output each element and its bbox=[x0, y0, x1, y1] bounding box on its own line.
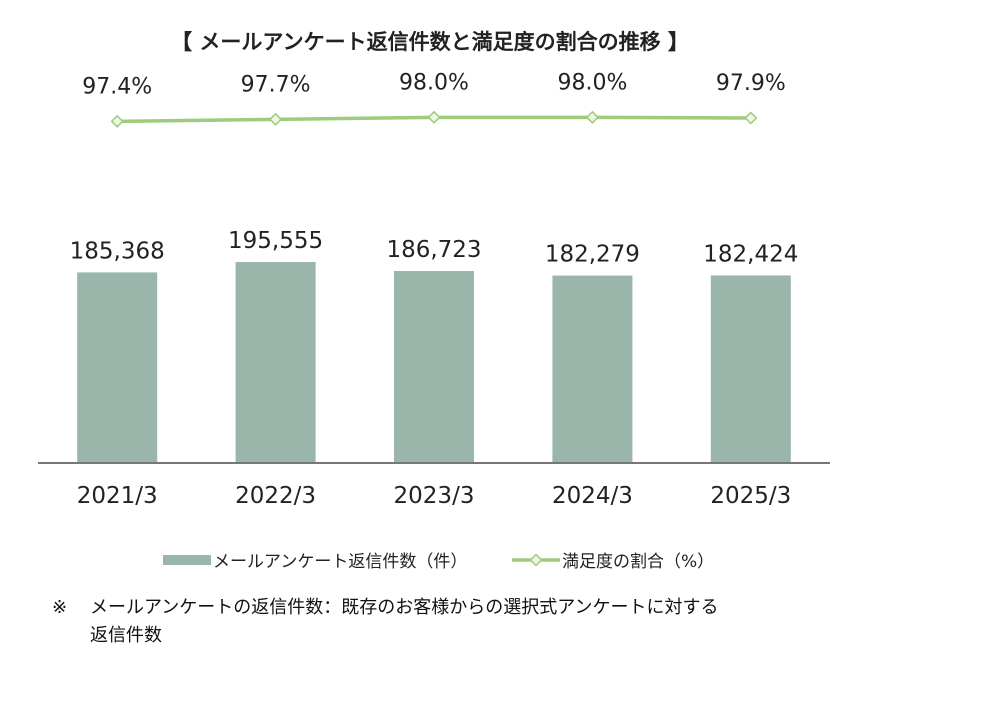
line-marker bbox=[110, 114, 124, 128]
footnote-line-1: メールアンケートの返信件数：既存のお客様からの選択式アンケートに対する bbox=[90, 597, 719, 618]
x-tick-label: 2024/3 bbox=[552, 483, 633, 509]
line-marker bbox=[744, 111, 758, 125]
bar-value-label: 185,368 bbox=[70, 238, 165, 264]
line-marker bbox=[269, 112, 283, 126]
legend-bar-swatch bbox=[163, 555, 211, 565]
line-value-label: 97.7% bbox=[241, 72, 311, 97]
chart-title: 【 メールアンケート返信件数と満足度の割合の推移 】 bbox=[171, 30, 689, 54]
bar-value-label: 186,723 bbox=[386, 237, 481, 263]
bar-value-label: 182,424 bbox=[703, 241, 798, 267]
bar-2022/3 bbox=[235, 262, 316, 462]
x-tick-label: 2025/3 bbox=[710, 483, 791, 509]
footnote-line-2: 返信件数 bbox=[90, 625, 162, 646]
line-value-label: 98.0% bbox=[557, 70, 627, 95]
bar-2023/3 bbox=[394, 271, 474, 462]
x-tick-label: 2023/3 bbox=[394, 483, 475, 509]
bar-2025/3 bbox=[710, 275, 791, 462]
line-marker bbox=[585, 110, 599, 124]
legend-line-label: 満足度の割合（%） bbox=[562, 552, 714, 572]
legend-bar-label: メールアンケート返信件数（件） bbox=[213, 552, 467, 572]
line-value-label: 97.9% bbox=[716, 71, 786, 96]
footnote-mark: ※ bbox=[52, 597, 68, 618]
line-marker bbox=[427, 110, 441, 124]
bar-2021/3 bbox=[77, 272, 158, 462]
x-tick-label: 2022/3 bbox=[235, 483, 316, 509]
footnote-text: メールアンケートの返信件数：既存のお客様からの選択式アンケートに対する 返信件数 bbox=[90, 594, 850, 650]
bar-2024/3 bbox=[552, 275, 633, 462]
bar-value-label: 182,279 bbox=[545, 242, 640, 268]
x-tick-label: 2021/3 bbox=[77, 483, 158, 509]
line-value-label: 98.0% bbox=[399, 70, 469, 95]
legend-line-marker bbox=[529, 553, 543, 567]
line-value-label: 97.4% bbox=[82, 74, 152, 99]
bar-value-label: 195,555 bbox=[228, 228, 323, 254]
